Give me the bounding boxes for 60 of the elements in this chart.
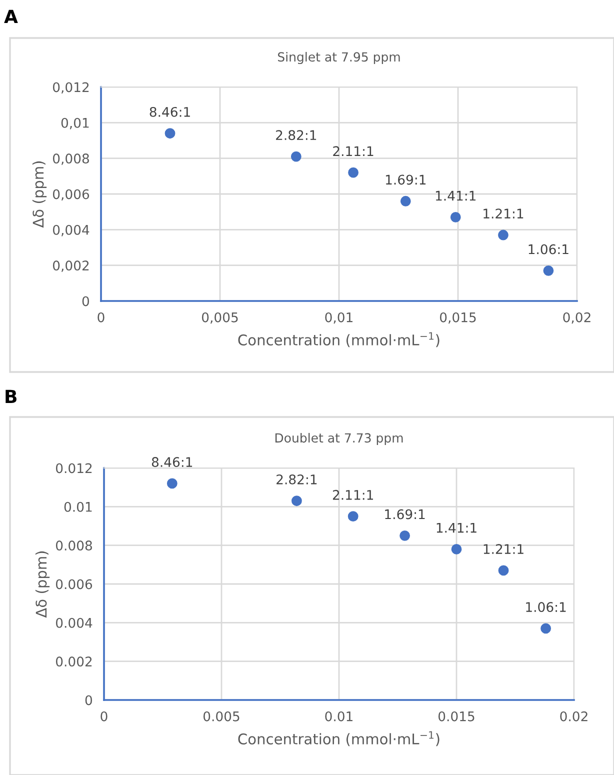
point: [451, 544, 462, 554]
y-tick-label: 0,004: [52, 224, 90, 236]
annotation: 1.41:1: [436, 522, 476, 533]
annotation: 8.46:1: [150, 106, 190, 117]
y-axis-title: Δδ (ppm): [32, 161, 47, 228]
text: B: [6, 390, 16, 403]
text: A: [4, 10, 18, 23]
chart-title: Doublet at 7.73 ppm: [275, 432, 403, 446]
y-axis-title: Δδ (ppm): [35, 551, 50, 618]
point: [164, 128, 176, 139]
x-tick-label: 0.005: [203, 711, 240, 722]
x-tick-label: 0.015: [438, 711, 474, 722]
point: [290, 151, 302, 162]
point: [450, 212, 461, 222]
point: [540, 623, 552, 634]
annotation: 1.69:1: [385, 509, 425, 520]
point: [291, 496, 302, 506]
x-tick-label: 0,005: [202, 312, 238, 324]
point: [166, 478, 178, 489]
annotation: 8.46:1: [152, 457, 192, 468]
annotation: 1.06:1: [526, 602, 566, 612]
x-tick-label: 0,015: [440, 312, 476, 324]
annotation: 1.21:1: [484, 544, 524, 554]
x-tick-label: 0,02: [563, 312, 590, 324]
annotation: 1.41:1: [436, 190, 476, 201]
y-tick-label: 0.012: [56, 463, 92, 474]
point: [348, 511, 358, 522]
y-tick-label: 0: [85, 695, 92, 706]
point: [543, 265, 554, 276]
x-tick-label: 0: [100, 711, 108, 722]
annotation: 2.11:1: [332, 490, 373, 500]
y-tick-label: 0,006: [52, 189, 90, 201]
point: [400, 196, 411, 206]
y-tick-label: 0,01: [61, 118, 89, 130]
point: [498, 565, 509, 576]
y-tick-label: 0.006: [56, 579, 92, 590]
x-tick-label: 0.01: [325, 711, 352, 722]
annotation: 1.06:1: [528, 244, 568, 254]
annotation: 1.21:1: [484, 208, 524, 218]
annotation: 2.11:1: [333, 146, 374, 156]
point: [400, 530, 410, 541]
y-tick-label: 0.004: [56, 618, 92, 628]
annotation: 2.82:1: [276, 130, 316, 140]
point: [498, 230, 508, 240]
x-tick-label: 0.02: [560, 711, 588, 722]
y-tick-label: 0,012: [52, 82, 89, 94]
x-axis-title: Concentration (mmol·mL$^{−1}$): [238, 731, 440, 746]
x-axis-title: Concentration (mmol·mL$^{−1}$): [238, 332, 440, 348]
y-tick-label: 0.002: [56, 656, 92, 667]
y-tick-label: 0.008: [56, 540, 92, 551]
chart-title: Singlet at 7.95 ppm: [278, 52, 400, 64]
point: [348, 167, 358, 178]
y-tick-label: 0.01: [64, 502, 92, 512]
x-tick-label: 0: [98, 312, 104, 322]
y-tick-label: 0: [82, 296, 90, 306]
y-tick-label: 0,008: [52, 154, 89, 165]
y-tick-label: 0,002: [52, 260, 89, 272]
annotation: 1.69:1: [386, 174, 426, 185]
annotation: 2.82:1: [276, 474, 317, 484]
x-tick-label: 0,01: [325, 312, 352, 324]
